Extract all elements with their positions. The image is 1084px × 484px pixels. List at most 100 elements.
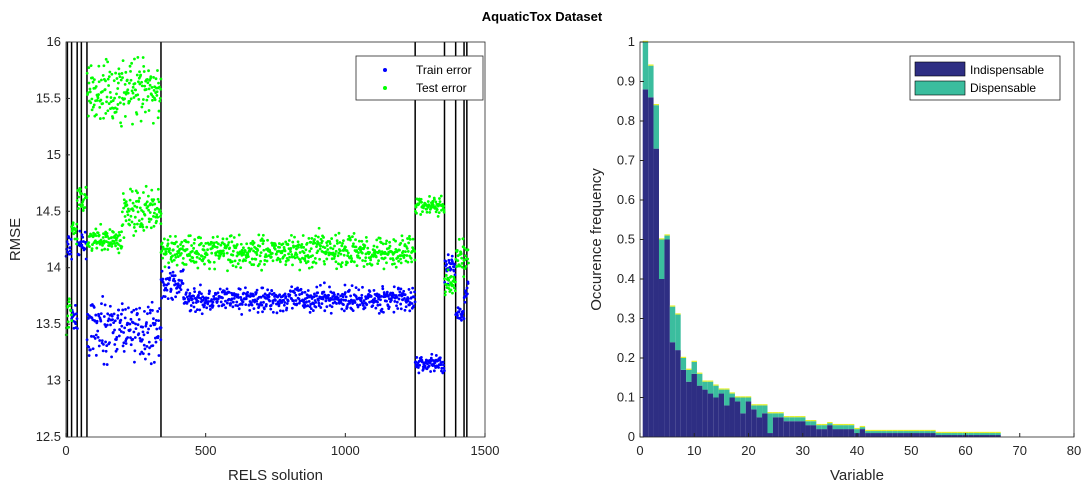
train-point xyxy=(237,296,240,299)
test-point xyxy=(116,87,120,90)
train-point xyxy=(341,292,344,296)
test-point xyxy=(336,254,340,258)
test-point xyxy=(193,238,197,241)
indispensable-bar xyxy=(984,435,990,437)
train-point xyxy=(77,253,81,257)
test-point xyxy=(152,198,156,202)
test-point xyxy=(120,124,123,128)
test-point xyxy=(454,280,457,284)
train-point xyxy=(453,273,457,277)
test-point xyxy=(322,236,325,239)
test-point xyxy=(384,242,388,245)
test-point xyxy=(95,98,99,102)
test-point xyxy=(147,208,150,212)
test-point xyxy=(406,250,410,253)
test-point xyxy=(446,268,450,272)
train-point xyxy=(133,336,137,339)
test-point xyxy=(320,239,324,243)
train-point xyxy=(381,287,385,291)
test-point xyxy=(124,200,128,204)
test-point xyxy=(150,85,154,89)
test-point xyxy=(271,259,275,263)
bar-top-edge xyxy=(680,356,687,358)
train-point xyxy=(333,293,336,297)
train-point xyxy=(118,328,121,331)
x-tick-label: 50 xyxy=(904,443,918,458)
test-point xyxy=(79,188,82,191)
test-point xyxy=(122,206,126,210)
train-point xyxy=(248,295,252,298)
train-point xyxy=(310,297,314,300)
train-point xyxy=(413,300,417,304)
train-point xyxy=(115,338,118,341)
test-point xyxy=(140,223,144,227)
train-point xyxy=(151,344,155,348)
bar-top-edge xyxy=(696,372,703,374)
test-point xyxy=(463,267,467,270)
train-point xyxy=(191,297,194,301)
train-point xyxy=(79,240,83,244)
dispensable-bar xyxy=(881,431,887,434)
train-point xyxy=(437,366,440,369)
scatter-points xyxy=(64,55,470,375)
dispensable-bar xyxy=(669,306,676,343)
train-point xyxy=(317,301,321,305)
train-point xyxy=(168,271,172,275)
train-point xyxy=(278,293,282,297)
bar-top-edge xyxy=(881,429,887,432)
test-point xyxy=(90,108,94,112)
test-point xyxy=(292,245,296,249)
bar-top-edge xyxy=(913,429,920,432)
test-point xyxy=(76,188,80,192)
indispensable-bar xyxy=(903,433,909,437)
train-point xyxy=(460,314,464,318)
train-point xyxy=(433,361,437,364)
bar-top-edge xyxy=(734,396,741,398)
test-point xyxy=(152,214,155,218)
indispensable-bar xyxy=(745,401,752,437)
train-point xyxy=(200,292,203,296)
test-point xyxy=(148,211,152,214)
train-point xyxy=(236,304,239,308)
train-point xyxy=(308,310,312,314)
indispensable-bar xyxy=(669,342,676,437)
train-point xyxy=(439,363,443,367)
train-point xyxy=(90,334,93,338)
test-point xyxy=(97,93,100,96)
test-point xyxy=(137,80,140,84)
test-point xyxy=(94,234,98,238)
indispensable-bar xyxy=(968,435,974,437)
indispensable-bar xyxy=(778,417,784,437)
train-point xyxy=(317,304,321,307)
train-point xyxy=(463,300,467,304)
test-point xyxy=(118,101,122,105)
train-point xyxy=(461,309,465,313)
test-point xyxy=(133,57,136,61)
train-point xyxy=(68,249,72,253)
train-point xyxy=(173,274,177,278)
test-point xyxy=(313,256,317,260)
dispensable-bar xyxy=(903,431,909,434)
test-point xyxy=(141,210,145,214)
test-point xyxy=(123,115,127,118)
test-point xyxy=(137,219,141,223)
train-point xyxy=(214,297,218,301)
bar-top-edge xyxy=(740,396,746,398)
test-point xyxy=(114,110,118,114)
train-point xyxy=(400,294,404,298)
test-point xyxy=(130,89,134,93)
train-point xyxy=(377,311,381,315)
train-point xyxy=(124,307,127,311)
indispensable-bar xyxy=(995,435,1001,437)
test-point xyxy=(449,288,453,292)
test-point xyxy=(101,90,104,93)
test-point xyxy=(169,251,172,255)
indispensable-bar xyxy=(838,429,844,437)
test-point xyxy=(287,239,291,242)
train-point xyxy=(260,303,264,307)
dispensable-bar xyxy=(745,397,752,402)
test-point xyxy=(75,199,79,202)
test-point xyxy=(124,70,128,74)
train-point xyxy=(237,307,241,311)
